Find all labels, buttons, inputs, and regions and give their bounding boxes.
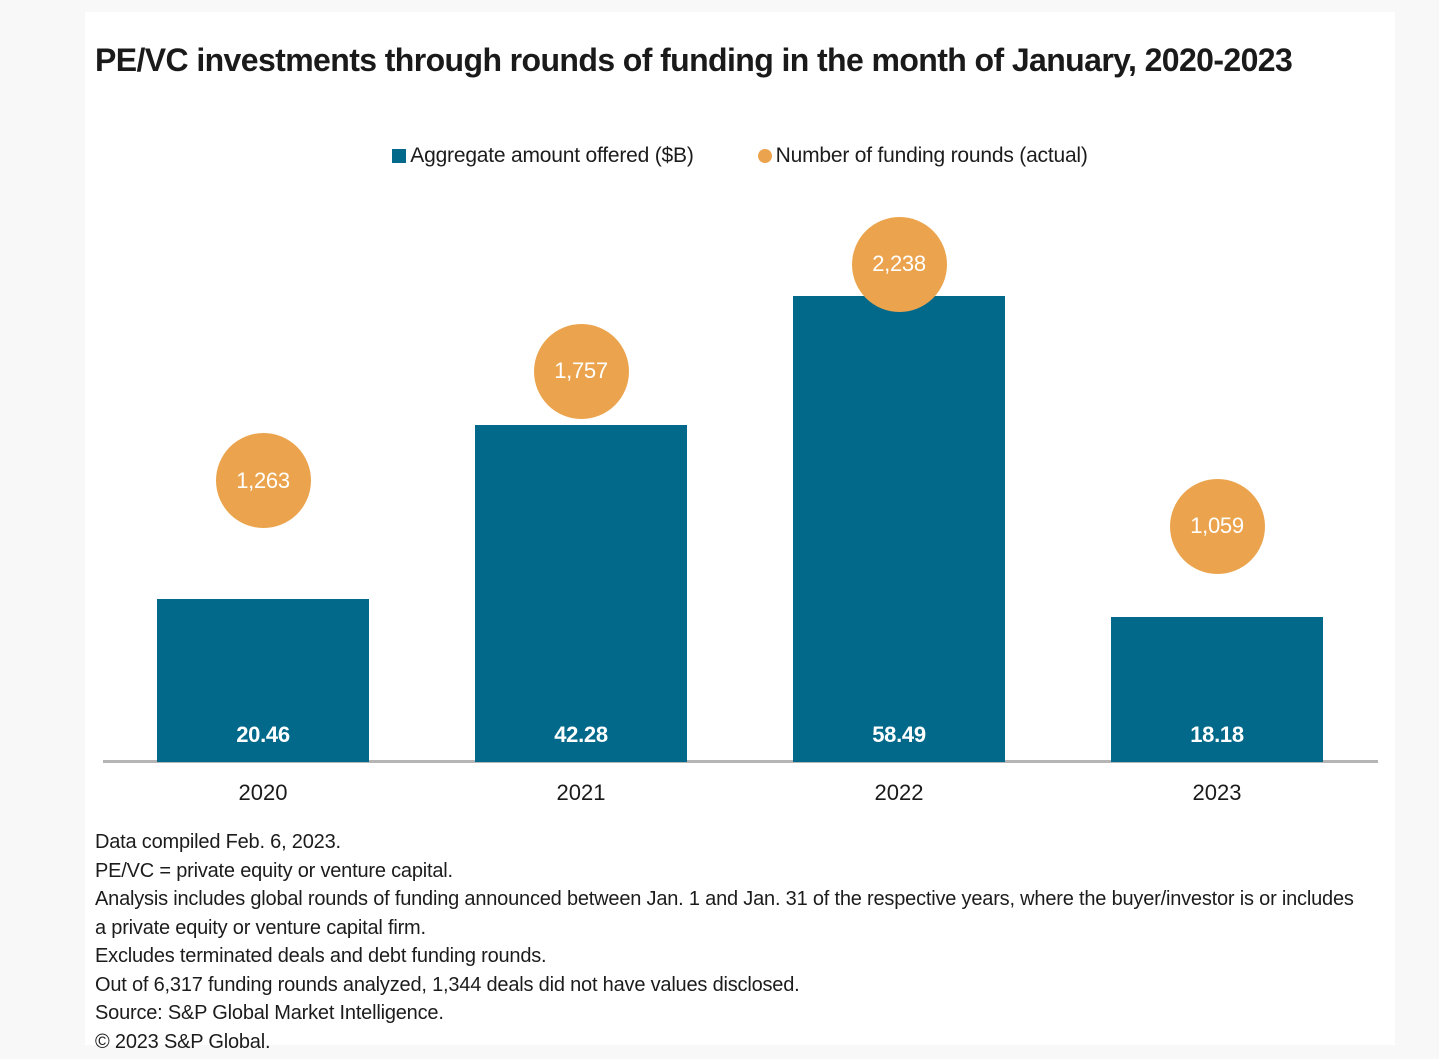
footnote-line: Excludes terminated deals and debt fundi… [95,945,547,967]
bar-series-marker-icon [392,149,407,163]
legend-item-aggregate: Aggregate amount offered ($B) [392,144,694,168]
legend: Aggregate amount offered ($B) Number of … [85,144,1395,168]
rounds-circle-2022: 2,238 [851,216,947,312]
plot-area: 20.46 1,263 2020 42.28 1,757 2021 58.49 2,238 20… [85,12,1395,832]
footnote-line: Source: S&P Global Market Intelligence. [95,1002,444,1024]
chart-card: PE/VC investments through rounds of fund… [85,12,1395,1053]
bar-2023: 18.18 [1111,617,1323,762]
legend-item-rounds: Number of funding rounds (actual) [757,144,1088,168]
rounds-circle-2020: 1,263 [215,433,311,529]
x-axis-label-2023: 2023 [1192,780,1242,805]
rounds-circle-2021: 1,757 [533,323,629,419]
x-axis-label-2021: 2021 [556,780,606,805]
bar-2022: 58.49 [793,296,1005,762]
footnotes: Data compiled Feb. 6, 2023. PE/VC = priva… [95,828,1369,1056]
footnote-line: © 2023 S&P Global. [95,1030,271,1053]
bar-2021: 42.28 [475,425,687,762]
bar-value-label: 42.28 [554,722,608,747]
rounds-circle-2023: 1,059 [1169,478,1265,574]
bar-value-label: 18.18 [1190,722,1244,747]
legend-label: Number of funding rounds (actual) [775,144,1088,167]
footnote-line: Out of 6,317 funding rounds analyzed, 1,… [95,973,800,996]
legend-label: Aggregate amount offered ($B) [410,144,694,167]
x-axis-line [103,760,1378,763]
footnote-line: Data compiled Feb. 6, 2023. [95,831,341,853]
point-series-marker-icon [757,149,772,163]
bar-value-label: 20.46 [236,722,290,747]
footnote-line: PE/VC = private equity or venture capita… [95,859,453,882]
x-axis-label-2022: 2022 [874,780,924,805]
bar-value-label: 58.49 [872,722,926,747]
bar-2020: 20.46 [157,599,369,762]
x-axis-label-2020: 2020 [238,780,288,805]
footnote-line: Analysis includes global rounds of fundi… [95,888,1354,939]
chart-title: PE/VC investments through rounds of fund… [95,42,1293,78]
